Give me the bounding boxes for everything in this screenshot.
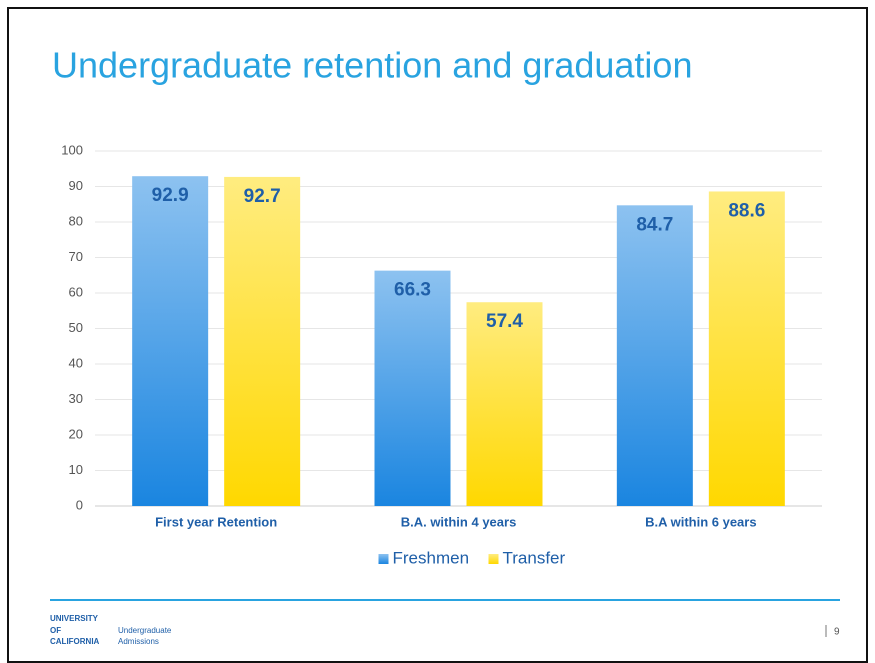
legend-swatch xyxy=(488,554,499,564)
value-label: 92.9 xyxy=(152,185,189,206)
y-tick-label: 0 xyxy=(76,497,83,512)
y-tick-label: 10 xyxy=(69,462,83,477)
y-tick-label: 80 xyxy=(69,213,83,228)
y-tick-label: 50 xyxy=(69,320,83,335)
y-tick-label: 20 xyxy=(69,426,83,441)
bar xyxy=(374,270,451,506)
y-tick-label: 100 xyxy=(61,142,83,157)
chart-title: Undergraduate retention and graduation xyxy=(52,45,692,86)
value-label: 92.7 xyxy=(244,186,281,207)
logo-text: CALIFORNIA xyxy=(50,637,100,646)
y-tick-label: 30 xyxy=(69,391,83,406)
department-text: Admissions xyxy=(118,637,159,646)
bar xyxy=(224,176,301,507)
x-tick-label: B.A within 6 years xyxy=(645,514,757,529)
value-label: 84.7 xyxy=(636,214,673,235)
y-tick-label: 70 xyxy=(69,249,83,264)
value-label: 88.6 xyxy=(728,200,765,221)
bar xyxy=(616,205,693,506)
value-label: 66.3 xyxy=(394,280,431,301)
logo-text: OF xyxy=(50,626,61,635)
bar xyxy=(132,176,209,506)
department-text: Undergraduate xyxy=(118,626,172,635)
bar xyxy=(708,191,785,506)
legend-label: Freshmen xyxy=(393,548,470,567)
bar xyxy=(466,302,543,506)
y-tick-label: 60 xyxy=(69,284,83,299)
y-tick-label: 90 xyxy=(69,178,83,193)
x-tick-label: B.A. within 4 years xyxy=(401,514,517,529)
legend-swatch xyxy=(378,554,389,564)
legend-label: Transfer xyxy=(503,548,566,567)
logo-text: UNIVERSITY xyxy=(50,614,99,623)
y-tick-label: 40 xyxy=(69,355,83,370)
x-tick-label: First year Retention xyxy=(155,514,277,529)
value-label: 57.4 xyxy=(486,311,523,332)
page-number: 9 xyxy=(834,627,840,638)
